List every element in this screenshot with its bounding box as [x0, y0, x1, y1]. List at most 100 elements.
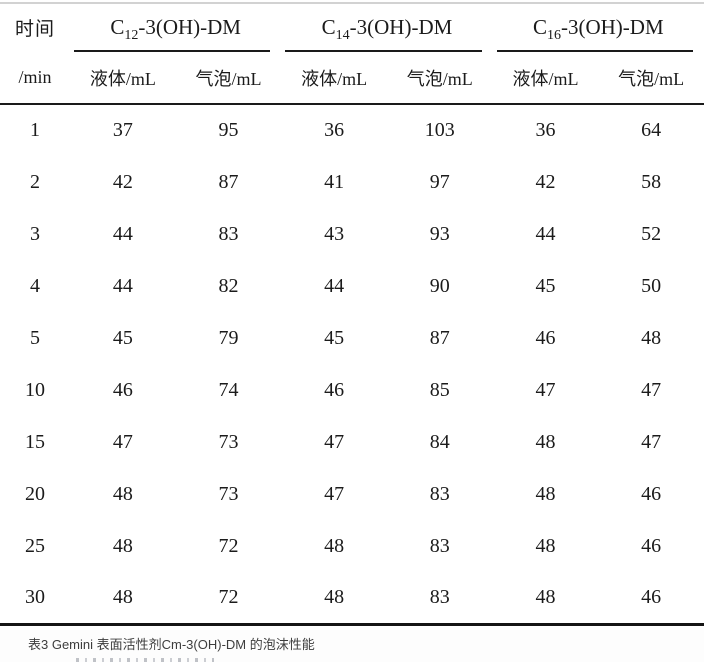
value-cell: 37	[112, 119, 133, 141]
time-cell: 30	[0, 572, 70, 626]
value-cell: 93	[429, 222, 450, 245]
table-row: 25 48 72 48 83 48 46	[0, 520, 704, 572]
group-c12-suffix: -3(OH)-DM	[138, 14, 241, 39]
value-cell: 97	[429, 170, 450, 193]
table-row: 20 48 73 47 83 48 46	[0, 468, 704, 520]
group-c16-subscript: 16	[546, 27, 561, 43]
group-c14-suffix: -3(OH)-DM	[349, 14, 453, 39]
time-cell: 20	[25, 482, 45, 505]
table-row: 15 47 73 47 84 48 47	[0, 416, 704, 468]
subheader-bubble-c12: 气泡/mL	[175, 52, 282, 105]
value-cell: 72	[218, 534, 239, 557]
group-header-c12: C12-3(OH)-DM	[70, 2, 281, 52]
value-cell: 36	[324, 119, 345, 141]
value-cell: 84	[429, 430, 450, 453]
cropped-top-rule	[0, 2, 704, 4]
group-underline	[496, 50, 693, 52]
value-cell: 41	[324, 170, 345, 193]
value-cell: 64	[641, 119, 662, 141]
subheader-bubble-c14: 气泡/mL	[386, 52, 493, 105]
value-cell: 46	[641, 482, 662, 505]
value-cell: 82	[218, 274, 239, 297]
table-row: 10 46 74 46 85 47 47	[0, 364, 704, 416]
value-cell: 83	[429, 482, 450, 505]
value-cell: 48	[70, 572, 176, 626]
value-cell: 87	[218, 170, 239, 193]
table-caption: 表3 Gemini 表面活性剂Cm-3(OH)-DM 的泡沫性能	[28, 637, 315, 652]
value-cell: 90	[429, 274, 450, 297]
value-cell: 45	[324, 326, 345, 349]
value-cell: 44	[112, 222, 133, 245]
group-header-c16: C16-3(OH)-DM	[493, 2, 704, 52]
table-row: 5 45 79 45 87 46 48	[0, 312, 704, 364]
value-cell: 79	[218, 326, 239, 349]
value-cell: 50	[641, 274, 662, 297]
time-cell: 4	[30, 274, 40, 297]
value-cell: 46	[112, 378, 133, 401]
value-cell: 44	[112, 274, 133, 297]
cropped-next-line-remnant	[76, 658, 214, 662]
value-cell: 72	[175, 572, 282, 626]
value-cell: 48	[492, 572, 599, 626]
value-cell: 48	[535, 534, 556, 557]
table-row: 1 37 95 36 103 36 64	[0, 104, 704, 156]
time-header-top: 时间	[14, 18, 55, 40]
subheader-liquid-c12: 液体/mL	[70, 52, 176, 105]
table-row: 2 42 87 41 97 42 58	[0, 156, 704, 208]
value-cell: 42	[535, 170, 556, 193]
value-cell: 46	[324, 378, 345, 401]
value-cell: 44	[535, 222, 556, 245]
value-cell: 47	[324, 482, 345, 505]
time-cell: 15	[25, 430, 45, 453]
group-header-row: 时间 C12-3(OH)-DM C14-3(OH)-DM C16-3(OH)-D…	[0, 2, 704, 52]
value-cell: 73	[218, 482, 239, 505]
subheader-liquid-c14: 液体/mL	[281, 52, 387, 105]
group-c12-prefix: C	[110, 14, 125, 39]
value-cell: 83	[429, 534, 450, 557]
value-cell: 48	[112, 482, 133, 505]
value-cell: 46	[535, 326, 556, 349]
value-cell: 46	[598, 572, 704, 626]
value-cell: 73	[218, 430, 239, 453]
table-row: 3 44 83 43 93 44 52	[0, 208, 704, 260]
subheader-bubble-c16: 气泡/mL	[598, 52, 704, 105]
subheader-row: /min 液体/mL 气泡/mL 液体/mL 气泡/mL 液体/mL 气泡/mL	[0, 52, 704, 105]
value-cell: 85	[429, 378, 450, 401]
foam-performance-table: 时间 C12-3(OH)-DM C14-3(OH)-DM C16-3(OH)-D…	[0, 2, 704, 626]
value-cell: 45	[535, 274, 556, 297]
value-cell: 47	[535, 378, 556, 401]
value-cell: 74	[218, 378, 239, 401]
group-c16-prefix: C	[532, 14, 547, 39]
value-cell: 36	[535, 119, 556, 141]
time-cell: 10	[25, 378, 45, 401]
value-cell: 47	[112, 430, 133, 453]
group-c16-suffix: -3(OH)-DM	[560, 14, 664, 39]
value-cell: 48	[535, 482, 556, 505]
value-cell: 58	[641, 170, 662, 193]
value-cell: 83	[218, 222, 239, 245]
group-underline	[285, 50, 482, 52]
value-cell: 48	[535, 430, 556, 453]
subheader-liquid-c16: 液体/mL	[492, 52, 599, 105]
value-cell: 47	[641, 430, 662, 453]
group-c14-prefix: C	[321, 14, 336, 39]
time-cell: 25	[25, 534, 45, 557]
group-c14-subscript: 14	[335, 27, 350, 43]
group-underline	[74, 50, 271, 52]
value-cell: 52	[641, 222, 662, 245]
time-header-bottom: /min	[0, 52, 70, 105]
value-cell: 48	[324, 534, 345, 557]
time-cell: 1	[30, 119, 40, 141]
table-row: 4 44 82 44 90 45 50	[0, 260, 704, 312]
value-cell: 47	[641, 378, 662, 401]
value-cell: 46	[641, 534, 662, 557]
value-cell: 43	[324, 222, 345, 245]
value-cell: 83	[386, 572, 493, 626]
value-cell: 48	[641, 326, 662, 349]
group-c12-subscript: 12	[124, 27, 139, 43]
value-cell: 44	[324, 274, 345, 297]
value-cell: 95	[218, 119, 239, 141]
value-cell: 87	[429, 326, 450, 349]
table-row: 30 48 72 48 83 48 46	[0, 572, 704, 626]
